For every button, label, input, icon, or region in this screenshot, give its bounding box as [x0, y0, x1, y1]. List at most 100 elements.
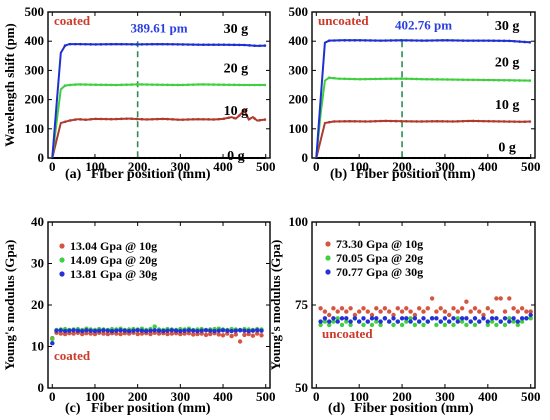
series-point — [415, 120, 418, 123]
series-point — [482, 39, 485, 42]
series-point — [117, 156, 120, 160]
scatter-point-20g — [494, 322, 499, 328]
series-point — [186, 43, 190, 46]
scatter-point-10g — [438, 306, 443, 311]
series-point — [466, 78, 470, 82]
scatter-point-10g — [148, 331, 153, 337]
scatter-point-30g — [186, 328, 192, 333]
scatter-point-30g — [114, 328, 119, 333]
series-point — [79, 42, 82, 46]
scatter-point-20g — [152, 324, 157, 329]
scatter-point-30g — [62, 328, 68, 334]
series-point — [507, 79, 511, 82]
x-axis-label: Fiber position (mm) — [356, 167, 476, 182]
scatter-point-30g — [50, 341, 55, 346]
series-point — [418, 156, 421, 160]
series-point — [212, 83, 215, 86]
series-point — [263, 44, 267, 47]
series-point — [186, 83, 190, 87]
series-point — [528, 41, 532, 44]
series-point — [518, 40, 521, 43]
series-point — [451, 120, 454, 123]
annotation-tag: uncoated — [322, 326, 373, 341]
x-tick-label: 200 — [392, 389, 412, 404]
series-point — [515, 156, 519, 160]
scatter-point-10g — [515, 309, 520, 314]
y-axis-label: Wavelength shift (pm) — [2, 23, 17, 147]
series-point — [415, 39, 418, 42]
panel-a-wavelength-coated: 0 100 200 300 400 500 0 100 200 300 400 500 (a) Fiber… — [2, 4, 275, 182]
scatter-point-30g — [425, 319, 430, 324]
series-point — [161, 42, 164, 46]
scatter-point-30g — [255, 328, 260, 333]
scatter-point-30g — [97, 328, 102, 333]
scatter-point-10g — [135, 331, 140, 337]
series-line-20g — [51, 83, 266, 159]
series-point — [363, 39, 367, 42]
series-point — [448, 156, 452, 160]
series-point — [474, 156, 477, 160]
series-point — [505, 156, 508, 160]
series-point — [191, 83, 195, 86]
series-point — [425, 120, 429, 123]
y-tick-label: 400 — [25, 33, 45, 48]
scatter-point-30g — [105, 328, 111, 333]
y-tick-label: 100 — [289, 121, 309, 136]
series-point — [441, 78, 444, 81]
x-tick-label: 100 — [85, 389, 105, 404]
scatter-point-20g — [361, 322, 366, 328]
series-point — [84, 118, 87, 121]
series-point — [497, 78, 501, 82]
scatter-point-30g — [318, 319, 323, 324]
series-point — [202, 43, 205, 47]
series-point — [207, 118, 210, 121]
series-point — [166, 83, 169, 87]
series-point — [63, 84, 67, 87]
series-point — [217, 43, 221, 47]
scatter-point-10g — [339, 306, 345, 311]
scatter-point-30g — [477, 319, 482, 324]
series-point — [335, 156, 338, 160]
series-point — [320, 156, 323, 160]
scatter-point-10g — [357, 309, 362, 314]
scatter-point-20g — [502, 322, 508, 328]
scatter-point-10g — [242, 332, 247, 338]
series-point — [412, 156, 416, 160]
series-point — [74, 118, 77, 121]
series-point — [523, 79, 527, 82]
scatter-point-30g — [489, 316, 495, 321]
series-point — [109, 117, 113, 121]
series-point — [477, 119, 480, 123]
series-point — [161, 83, 164, 87]
series-point — [435, 119, 439, 123]
series-point — [343, 39, 346, 42]
series-point — [135, 83, 139, 86]
series-point — [510, 156, 513, 160]
scatter-point-30g — [322, 316, 328, 321]
scatter-point-10g — [105, 331, 111, 337]
x-axis-label: Fiber position (mm) — [91, 401, 211, 416]
series-point — [143, 156, 146, 160]
series-point — [497, 39, 501, 43]
legend-label: 13.81 Gpa @ 30g — [70, 267, 157, 281]
series-point — [87, 156, 90, 160]
series-point — [526, 156, 529, 160]
scatter-point-10g — [327, 312, 332, 318]
x-tick-label: 300 — [171, 389, 191, 404]
series-point — [79, 83, 82, 86]
scatter-point-30g — [131, 328, 136, 333]
series-point — [99, 83, 103, 87]
scatter-point-30g — [348, 319, 353, 324]
series-point — [181, 118, 185, 121]
series-point — [374, 39, 377, 42]
series-point — [184, 156, 187, 160]
series-point — [399, 39, 403, 42]
series-point — [487, 119, 490, 123]
scatter-point-10g — [229, 333, 234, 339]
scatter-point-10g — [387, 309, 392, 314]
scatter-point-30g — [165, 328, 170, 333]
scatter-point-30g — [54, 328, 59, 333]
series-point — [74, 83, 77, 86]
series-point — [133, 156, 136, 160]
